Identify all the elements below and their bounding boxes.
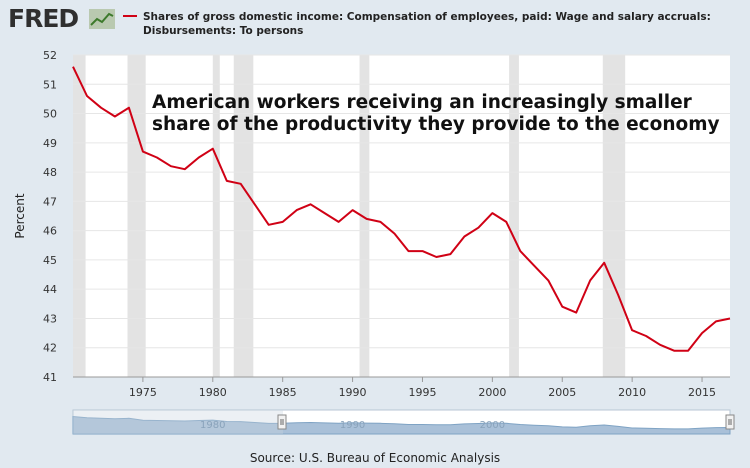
series-line	[72, 66, 731, 352]
x-tick-label: 2015	[688, 386, 716, 399]
navigator-left-handle[interactable]	[277, 414, 287, 430]
navigator-right-handle[interactable]	[725, 414, 735, 430]
navigator-label: 1990	[340, 420, 365, 431]
source-note: Source: U.S. Bureau of Economic Analysis	[249, 451, 501, 465]
y-tick-label: 52	[43, 49, 57, 62]
y-tick-label: 51	[43, 78, 57, 91]
navigator-area	[72, 415, 731, 435]
recession-band	[73, 55, 86, 377]
recession-band	[359, 55, 370, 377]
y-axis-label: Percent	[13, 193, 27, 238]
annotation: American workers receiving an increasing…	[152, 92, 720, 135]
y-tick-label: 44	[43, 283, 57, 296]
fred-chart-icon	[89, 9, 115, 29]
navigator-labels: 1980 1990 2000	[200, 420, 505, 431]
x-tick-label: 2000	[478, 386, 506, 399]
y-tick-label: 43	[43, 312, 57, 325]
x-tick-label: 1985	[269, 386, 297, 399]
x-tick-label: 1980	[199, 386, 227, 399]
x-tick-label: 2010	[618, 386, 646, 399]
fred-logo: FRED	[8, 4, 79, 33]
recession-band	[509, 55, 519, 377]
y-tick-label: 41	[43, 371, 57, 384]
navigator-label: 2000	[480, 420, 505, 431]
legend-swatch	[123, 15, 137, 17]
navigator-mask	[73, 410, 283, 434]
recession-band	[212, 55, 220, 377]
y-tick-label: 45	[43, 254, 57, 267]
recession-bands	[73, 55, 626, 377]
recession-band	[127, 55, 146, 377]
y-tick-label: 49	[43, 137, 57, 150]
y-tick-label: 47	[43, 195, 57, 208]
recession-band	[233, 55, 254, 377]
x-tick-label: 2005	[548, 386, 576, 399]
x-tick-label: 1990	[339, 386, 367, 399]
annotation-line: share of the productivity they provide t…	[152, 114, 720, 135]
x-axis-ticks: 1975 1980 1985 1990 1995 2000 2005 2010 2015	[73, 376, 730, 399]
y-tick-label: 42	[43, 342, 57, 355]
x-tick-label: 1975	[129, 386, 157, 399]
y-tick-label: 50	[43, 108, 57, 121]
navigator-label: 1980	[200, 420, 225, 431]
navigator-series	[72, 415, 731, 435]
series-layer	[72, 66, 731, 352]
y-axis-ticks: 41 42 43 44 45 46 47 48 49 50 51 52	[43, 49, 57, 384]
legend-label: Shares of gross domestic income: Compens…	[143, 11, 711, 37]
annotation-line: American workers receiving an increasing…	[152, 92, 693, 113]
y-tick-label: 48	[43, 166, 57, 179]
y-tick-label: 46	[43, 225, 57, 238]
x-tick-label: 1995	[408, 386, 436, 399]
